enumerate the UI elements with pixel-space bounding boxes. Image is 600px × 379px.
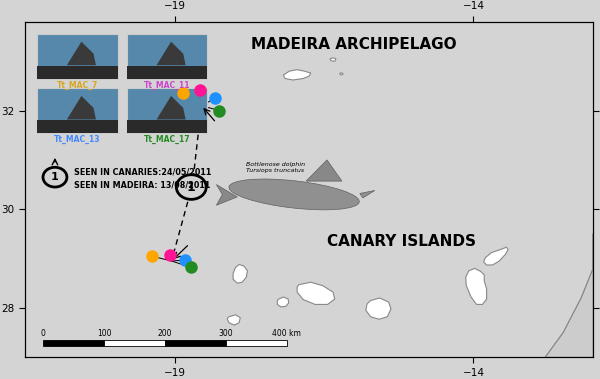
Text: SEEN IN CANARIES:24/05/2011: SEEN IN CANARIES:24/05/2011 — [74, 168, 211, 177]
Text: 1: 1 — [187, 180, 196, 194]
FancyBboxPatch shape — [127, 88, 208, 133]
Text: 1: 1 — [51, 172, 59, 182]
Polygon shape — [67, 42, 96, 65]
Text: Tt_MAC_13: Tt_MAC_13 — [54, 135, 101, 144]
Polygon shape — [233, 265, 247, 283]
Polygon shape — [157, 96, 185, 119]
Polygon shape — [67, 96, 96, 119]
FancyBboxPatch shape — [127, 34, 208, 78]
FancyBboxPatch shape — [37, 88, 118, 133]
Ellipse shape — [229, 179, 359, 210]
Text: Tt_MAC_17: Tt_MAC_17 — [144, 135, 190, 144]
Text: Bottlenose dolphin: Bottlenose dolphin — [246, 162, 305, 167]
Polygon shape — [283, 70, 311, 80]
Bar — [37, 121, 118, 133]
FancyBboxPatch shape — [37, 34, 118, 78]
Circle shape — [43, 167, 67, 187]
Text: CANARY ISLANDS: CANARY ISLANDS — [327, 234, 476, 249]
Text: 0: 0 — [41, 329, 46, 338]
Polygon shape — [340, 73, 343, 75]
Polygon shape — [466, 268, 487, 304]
Text: Tt_MAC_11: Tt_MAC_11 — [144, 81, 190, 90]
Bar — [127, 121, 208, 133]
Text: 200: 200 — [158, 329, 172, 338]
Bar — [127, 66, 208, 78]
Polygon shape — [227, 315, 240, 325]
Text: SEEN IN MADEIRA: 13/08/2011: SEEN IN MADEIRA: 13/08/2011 — [74, 180, 211, 189]
Polygon shape — [360, 191, 375, 198]
Polygon shape — [217, 185, 238, 205]
Text: MADEIRA ARCHIPELAGO: MADEIRA ARCHIPELAGO — [251, 36, 457, 52]
Polygon shape — [545, 234, 593, 357]
Bar — [165, 340, 226, 346]
Polygon shape — [157, 42, 185, 65]
Bar — [37, 66, 118, 78]
Polygon shape — [277, 297, 289, 307]
Circle shape — [176, 175, 206, 199]
Text: Tt_MAC_7: Tt_MAC_7 — [56, 81, 98, 90]
Text: Tursiops truncatus: Tursiops truncatus — [246, 168, 304, 173]
Bar — [43, 340, 104, 346]
Polygon shape — [306, 160, 342, 181]
Polygon shape — [330, 58, 336, 61]
Text: 400 km: 400 km — [272, 329, 301, 338]
Polygon shape — [366, 298, 391, 319]
Text: 100: 100 — [97, 329, 111, 338]
Polygon shape — [484, 247, 508, 265]
Text: 300: 300 — [218, 329, 233, 338]
Polygon shape — [297, 282, 335, 304]
Bar — [226, 340, 287, 346]
Bar — [104, 340, 165, 346]
